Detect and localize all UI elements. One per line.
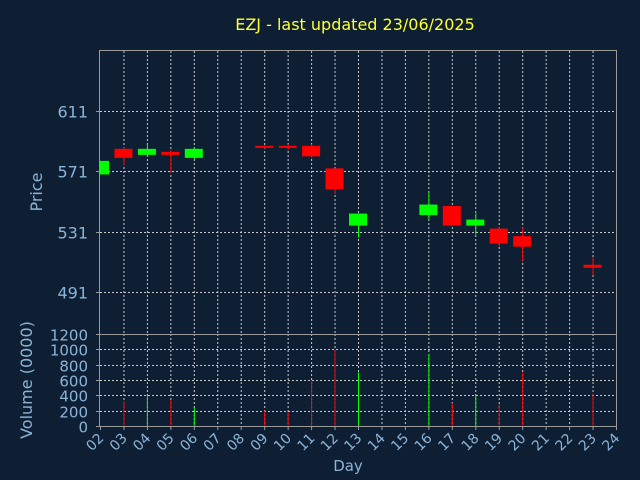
candles: [100, 144, 602, 276]
candle-17: [442, 206, 461, 226]
candle-16: [419, 192, 438, 220]
price-tick-label: 571: [57, 163, 88, 182]
chart-title: EZJ - last updated 23/06/2025: [235, 15, 475, 34]
price-tick-label: 491: [57, 284, 88, 303]
candle-body: [349, 213, 367, 226]
volume-tick-label: 0: [78, 419, 88, 437]
volume-tick-label: 600: [59, 373, 88, 391]
price-tick-label: 611: [57, 103, 88, 122]
volume-tick-label: 800: [59, 358, 88, 376]
candle-06: [184, 147, 203, 160]
candle-09: [255, 145, 274, 149]
candle-11: [302, 144, 321, 158]
candle-05: [161, 150, 180, 173]
candle-04: [137, 144, 156, 157]
candle-10: [278, 144, 297, 151]
candle-body: [114, 148, 133, 158]
candle-body: [489, 228, 508, 244]
candle-body: [302, 145, 321, 157]
candle-body: [100, 160, 109, 175]
price-axis: 491 531 571 611: [57, 103, 100, 303]
candle-body: [513, 236, 532, 247]
price-axis-label: Price: [27, 172, 46, 211]
volume-bars: [123, 349, 594, 426]
candle-body: [161, 151, 180, 155]
volume-tick-label: 1200: [50, 327, 88, 345]
candle-13: [349, 213, 367, 238]
volume-tick-label: 1000: [50, 342, 88, 360]
candle-body: [255, 145, 274, 148]
price-tick-label: 531: [57, 224, 88, 243]
candle-body: [442, 206, 461, 226]
volume-axis-label: Volume (0000): [17, 321, 36, 439]
candle-body: [419, 204, 438, 216]
volume-tick-label: 200: [59, 404, 88, 422]
candle-18: [466, 213, 485, 235]
candle-23: [583, 257, 602, 276]
candle-body: [184, 148, 203, 158]
candle-body: [325, 168, 344, 190]
candle-19: [489, 227, 508, 247]
x-axis-label: Day: [333, 457, 363, 475]
candle-body: [278, 145, 297, 148]
candle-body: [583, 264, 602, 268]
candle-03: [114, 147, 133, 166]
candle-body: [137, 148, 156, 155]
candle-02: [100, 160, 109, 175]
candle-20: [513, 227, 532, 262]
candle-body: [466, 219, 485, 226]
volume-tick-label: 400: [59, 388, 88, 406]
candle-12: [325, 168, 344, 195]
